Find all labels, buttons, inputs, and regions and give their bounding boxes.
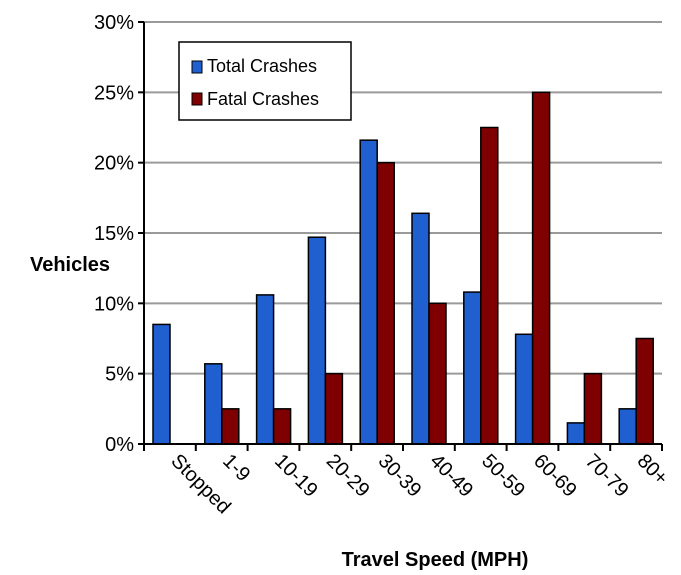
bar-total-30-39 xyxy=(359,139,378,445)
bar-fatal-70-79 xyxy=(583,372,603,445)
y-tick-label: 30% xyxy=(94,12,134,34)
x-tick-label: 30-39 xyxy=(374,450,426,502)
bar-fatal-10-19 xyxy=(272,408,292,445)
bars xyxy=(152,91,654,445)
x-tick-label: 60-69 xyxy=(529,450,581,502)
y-tick-label: 5% xyxy=(105,364,134,386)
bar-total-40-49 xyxy=(411,212,430,445)
legend-label-total: Total Crashes xyxy=(207,56,317,76)
y-axis-title: Vehicles xyxy=(30,254,110,276)
bar-total-Stopped xyxy=(152,323,171,445)
legend-box xyxy=(178,41,352,121)
bar-fatal-50-59 xyxy=(480,126,499,445)
bar-total-70-79 xyxy=(566,422,586,445)
bar-fatal-1-9 xyxy=(221,408,240,445)
legend-label-fatal: Fatal Crashes xyxy=(207,89,319,109)
x-axis-title: Travel Speed (MPH) xyxy=(342,549,529,571)
bar-fatal-40-49 xyxy=(428,302,447,445)
bar-fatal-80+ xyxy=(635,337,654,445)
legend: Total Crashes Fatal Crashes xyxy=(178,41,352,121)
bar-fatal-30-39 xyxy=(376,161,395,445)
legend-swatch-fatal xyxy=(191,92,203,106)
y-tick-label: 0% xyxy=(105,434,134,456)
y-tick-label: 20% xyxy=(94,153,134,175)
bar-total-1-9 xyxy=(204,363,223,445)
bar-fatal-20-29 xyxy=(324,372,344,445)
x-tick-label: 40-49 xyxy=(425,450,477,502)
x-tick-label: 20-29 xyxy=(322,450,374,502)
axes xyxy=(138,21,663,451)
bar-total-80+ xyxy=(618,408,637,445)
y-tick-label: 25% xyxy=(94,82,134,104)
x-tick-label: 10-19 xyxy=(270,450,322,502)
x-tick-label: 1-9 xyxy=(218,450,254,486)
bar-total-10-19 xyxy=(255,294,275,445)
bar-total-20-29 xyxy=(307,236,327,445)
y-tick-labels: 0% 5% 10% 15% 20% 25% 30% xyxy=(94,12,134,456)
y-tick-label: 10% xyxy=(94,293,134,315)
x-tick-label: 80+ xyxy=(633,450,673,490)
legend-swatch-total xyxy=(191,60,203,74)
bar-total-60-69 xyxy=(514,333,534,445)
x-tick-label: 70-79 xyxy=(581,450,633,502)
x-tick-label: 50-59 xyxy=(477,450,529,502)
bar-total-50-59 xyxy=(463,291,482,445)
bar-fatal-60-69 xyxy=(531,91,551,445)
y-tick-label: 15% xyxy=(94,223,134,245)
